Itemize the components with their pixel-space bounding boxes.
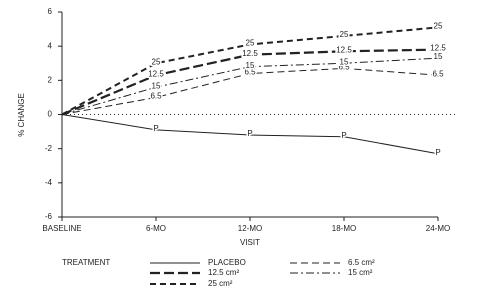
point-label: 6.5 xyxy=(150,92,162,101)
legend-label: PLACEBO xyxy=(208,258,246,267)
y-tick-label: -4 xyxy=(45,178,53,187)
y-tick-label: -6 xyxy=(45,212,53,221)
point-label: 12.5 xyxy=(430,44,446,53)
point-label: 15 xyxy=(340,57,349,66)
y-tick-label: 2 xyxy=(48,75,53,84)
x-tick-label: 6-MO xyxy=(146,224,166,233)
legend-label: 12.5 cm² xyxy=(208,268,239,277)
point-label: 15 xyxy=(246,61,255,70)
point-label: 15 xyxy=(152,81,161,90)
point-label: 12.5 xyxy=(242,49,258,58)
x-tick-label: 24-MO xyxy=(426,224,450,233)
point-label: P xyxy=(153,124,158,133)
point-label: P xyxy=(247,129,252,138)
y-tick-label: 4 xyxy=(48,41,53,50)
point-label: P xyxy=(435,148,440,157)
legend-label: 15 cm² xyxy=(348,268,373,277)
y-tick-label: 6 xyxy=(48,7,53,16)
x-tick-label: 12-MO xyxy=(238,224,262,233)
series-line xyxy=(61,48,439,116)
series-line xyxy=(61,67,439,115)
point-label: 25 xyxy=(340,30,349,39)
point-label: 12.5 xyxy=(336,45,352,54)
series-line xyxy=(61,57,439,115)
point-label: 6.5 xyxy=(338,62,350,71)
legend-label: 6.5 cm² xyxy=(348,258,375,267)
legend-title: TREATMENT xyxy=(62,258,110,267)
point-label: 12.5 xyxy=(148,69,164,78)
y-axis-label: % CHANGE xyxy=(17,93,26,137)
x-tick-label: BASELINE xyxy=(42,224,81,233)
point-label: 15 xyxy=(434,52,443,61)
series-line xyxy=(61,114,439,155)
point-label: 25 xyxy=(246,39,255,48)
point-label: 25 xyxy=(434,21,443,30)
point-label: 6.5 xyxy=(432,69,444,78)
y-tick-label: -2 xyxy=(45,144,53,153)
point-label: 25 xyxy=(152,57,161,66)
point-label: 6.5 xyxy=(244,68,256,77)
x-tick-label: 18-MO xyxy=(332,224,356,233)
point-label: P xyxy=(341,131,346,140)
legend-label: 25 cm² xyxy=(208,279,233,288)
series-line xyxy=(61,26,439,116)
y-tick-label: 0 xyxy=(48,110,53,119)
x-axis-label: VISIT xyxy=(240,238,260,247)
